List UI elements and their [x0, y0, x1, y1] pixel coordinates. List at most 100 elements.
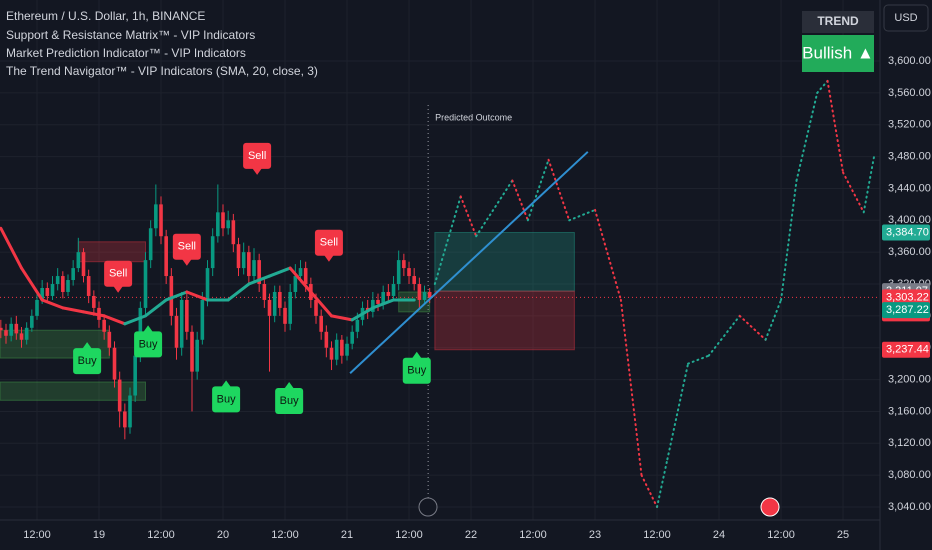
signal-pointer — [323, 254, 334, 262]
y-tick-label: 3,480.00 — [888, 150, 931, 162]
candle-body — [278, 291, 282, 308]
price-badge — [882, 341, 930, 358]
candle-body — [422, 291, 427, 300]
candle-body — [128, 395, 132, 428]
trend-navigator-line — [123, 314, 148, 326]
candle-body — [252, 260, 256, 277]
signal-pointer — [252, 167, 263, 175]
candle-body — [402, 260, 406, 269]
signal-pointer — [82, 342, 93, 350]
prediction-line — [862, 155, 876, 214]
candle-body — [30, 315, 34, 328]
trend-navigator-line — [81, 310, 106, 318]
x-tick-label: 24 — [713, 529, 725, 541]
candle-body — [117, 379, 122, 412]
trend-title: TREND — [817, 14, 859, 28]
candle-body — [179, 299, 184, 348]
signal-box — [172, 233, 201, 260]
candle-body — [24, 327, 29, 340]
trend-box — [802, 35, 874, 72]
prediction-line — [511, 179, 529, 222]
x-tick-label: 25 — [837, 529, 849, 541]
candle-body — [345, 343, 349, 356]
zone — [434, 231, 575, 292]
event-icon[interactable] — [760, 497, 780, 517]
signal-label: Sell — [178, 241, 196, 253]
trend-navigator-line — [19, 266, 44, 302]
candle-body — [236, 244, 241, 269]
signal-label: Sell — [248, 150, 266, 162]
trend-navigator-line — [268, 266, 292, 278]
signal-box — [275, 387, 304, 414]
candle-body — [324, 331, 329, 348]
x-tick-label: 22 — [465, 529, 477, 541]
signal-label: Buy — [407, 365, 426, 377]
signal-pointer — [181, 258, 192, 266]
y-tick-label: 3,600.00 — [888, 55, 931, 67]
candle-body — [148, 228, 153, 261]
candle-body — [303, 268, 308, 285]
candle-body — [66, 280, 70, 292]
x-tick-label: 19 — [93, 529, 105, 541]
y-tick-label: 3,440.00 — [888, 182, 931, 194]
candle-body — [241, 252, 246, 269]
y-tick-label: 3,200.00 — [888, 373, 931, 385]
candle-body — [216, 212, 220, 237]
candle-body — [283, 307, 287, 324]
signal-label: Sell — [320, 237, 338, 249]
candle-body — [319, 315, 323, 332]
candle-body — [386, 291, 391, 296]
candle-body — [40, 287, 44, 300]
candle-body — [417, 284, 422, 300]
signal-label: Buy — [78, 355, 97, 367]
trend-navigator-line — [226, 282, 251, 302]
y-tick-label: 3,040.00 — [888, 501, 931, 513]
trend-navigator-line — [309, 290, 334, 318]
price-badge-label: 3,384.70 — [886, 226, 929, 238]
candle-body — [298, 268, 303, 277]
prediction-line — [594, 208, 622, 301]
prediction-line — [475, 179, 514, 238]
candle-body — [427, 291, 432, 298]
zone — [0, 381, 147, 401]
signal-pointer — [221, 380, 232, 388]
prediction-line — [738, 314, 767, 341]
price-badge-label: 3,303.22 — [886, 291, 929, 303]
candle-body — [55, 276, 60, 285]
signal-pointer — [143, 325, 154, 333]
candle-body — [288, 291, 292, 324]
candle-body — [329, 347, 334, 360]
candle-body — [272, 291, 277, 316]
trend-navigator-line — [144, 298, 168, 318]
candle-body — [381, 291, 385, 304]
candle-body — [267, 299, 272, 316]
event-icon[interactable] — [418, 497, 438, 517]
legend-line: Support & Resistance Matrix™ - VIP Indic… — [6, 28, 255, 42]
legend-line: Market Prediction Indicator™ - VIP Indic… — [6, 46, 246, 60]
x-tick-label: 12:00 — [23, 529, 51, 541]
legend-line: The Trend Navigator™ - VIP Indicators (S… — [6, 64, 318, 78]
candle-body — [35, 299, 39, 316]
prediction-line — [656, 458, 669, 509]
candle-body — [159, 204, 163, 237]
trend-navigator-line — [61, 306, 85, 314]
trend-navigator-line — [371, 298, 396, 310]
signal-box — [314, 229, 343, 256]
x-tick-label: 12:00 — [767, 529, 795, 541]
currency[interactable]: USD — [894, 12, 917, 24]
trend-navigator-line — [185, 290, 210, 302]
candle-body — [376, 299, 380, 304]
currency-button[interactable] — [883, 4, 929, 32]
trend-navigator-line — [0, 226, 23, 270]
y-tick-label: 3,160.00 — [888, 405, 931, 417]
signal-box — [402, 357, 431, 384]
prediction-line — [619, 298, 643, 477]
candle-body — [205, 268, 210, 300]
y-tick-label: 3,520.00 — [888, 119, 931, 131]
trend-navigator-line — [247, 274, 272, 286]
candle-body — [340, 339, 344, 356]
y-tick-label: 3,360.00 — [888, 246, 931, 258]
candle-body — [231, 220, 236, 245]
candle-body — [334, 339, 339, 360]
